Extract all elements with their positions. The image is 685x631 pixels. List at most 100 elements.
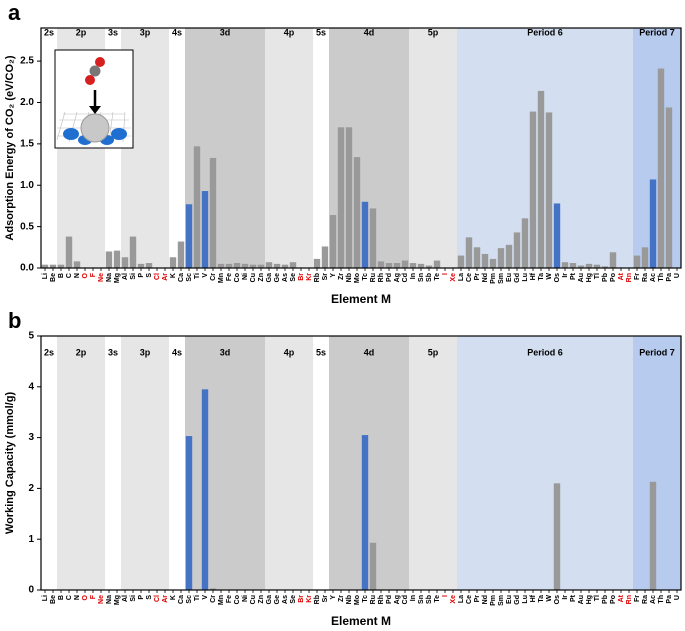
x-tick-label: Ca bbox=[178, 273, 185, 282]
bar bbox=[401, 260, 409, 268]
y-tick-label: 4 bbox=[28, 381, 34, 392]
bar bbox=[137, 263, 145, 268]
x-tick-label: Cr bbox=[210, 595, 217, 603]
x-tick-label: Se bbox=[290, 595, 297, 604]
bar bbox=[241, 263, 249, 268]
region-band bbox=[57, 336, 105, 590]
bar bbox=[465, 237, 473, 268]
x-tick-label: Nd bbox=[482, 273, 489, 282]
x-tick-label: Pd bbox=[386, 595, 393, 604]
main: 2s 2p 3s 3p 4s 3d 4p 5s 4d 5p Period 6 Period 7 0.0 0… bbox=[4, 0, 682, 628]
x-tick-label: Mg bbox=[114, 273, 121, 283]
x-tick-label: Pm bbox=[490, 273, 497, 284]
x-tick-label: Kr bbox=[306, 273, 313, 281]
x-tick-label: Fe bbox=[226, 595, 233, 603]
bar bbox=[409, 263, 417, 268]
x-tick-label: Ga bbox=[266, 273, 273, 282]
region-label: 5s bbox=[316, 27, 326, 37]
x-tick-label: Po bbox=[610, 595, 617, 604]
bar bbox=[641, 247, 649, 268]
x-tick-label: Eu bbox=[506, 595, 513, 604]
bar bbox=[337, 127, 345, 268]
bar bbox=[257, 264, 265, 268]
x-tick-label: Ag bbox=[394, 595, 401, 604]
x-tick-label: Ar bbox=[162, 273, 169, 281]
region-label: 4d bbox=[364, 347, 375, 357]
bar bbox=[105, 251, 113, 268]
x-tick-label: Be bbox=[50, 595, 57, 604]
bar bbox=[225, 263, 233, 268]
x-tick-label: Ge bbox=[274, 273, 281, 282]
region-label: 3d bbox=[220, 347, 231, 357]
n-atom bbox=[63, 128, 79, 140]
x-tick-label: N bbox=[74, 595, 81, 600]
x-tick-label: Li bbox=[42, 273, 49, 279]
bar bbox=[425, 265, 433, 268]
x-tick-label: Zn bbox=[258, 595, 265, 604]
bar bbox=[217, 263, 225, 268]
bar bbox=[273, 263, 281, 268]
bar bbox=[201, 389, 209, 590]
bar bbox=[41, 264, 49, 268]
bar bbox=[289, 262, 297, 268]
x-tick-label: Lu bbox=[522, 595, 529, 604]
x-tick-label: Ga bbox=[266, 595, 273, 604]
n-atom bbox=[111, 128, 127, 140]
y-axis-label: Adsorption Energy of CO₂ (eV/CO₂) bbox=[4, 55, 16, 241]
x-tick-label: I bbox=[442, 273, 449, 275]
bar bbox=[569, 263, 577, 268]
region-label: 3d bbox=[220, 27, 231, 37]
x-tick-label: Th bbox=[658, 273, 665, 282]
bar bbox=[609, 252, 617, 268]
x-tick-label: Pa bbox=[666, 595, 673, 604]
y-tick-label: 0 bbox=[28, 585, 34, 596]
x-tick-label: K bbox=[170, 273, 177, 278]
x-tick-label: Na bbox=[106, 595, 113, 604]
y-axis-label: Working Capacity (mmol/g) bbox=[4, 392, 16, 535]
bar bbox=[73, 261, 81, 268]
x-tick-label: Co bbox=[234, 595, 241, 604]
x-tick-label: Na bbox=[106, 273, 113, 282]
region-label: 5p bbox=[428, 27, 439, 37]
x-tick-label: Kr bbox=[306, 595, 313, 603]
bar bbox=[121, 257, 129, 268]
x-tick-label: Sm bbox=[498, 595, 505, 606]
region-band bbox=[633, 28, 681, 268]
x-tick-label: Sc bbox=[186, 273, 193, 282]
x-tick-label: Se bbox=[290, 273, 297, 282]
bar bbox=[497, 248, 505, 268]
x-tick-label: Pd bbox=[386, 273, 393, 282]
plot-frame bbox=[40, 335, 682, 591]
x-tick-label: Zr bbox=[338, 273, 345, 280]
region-band bbox=[329, 336, 409, 590]
bar bbox=[385, 263, 393, 268]
x-tick-label: W bbox=[546, 595, 553, 602]
x-tick-label: Po bbox=[610, 273, 617, 282]
region-band bbox=[105, 336, 121, 590]
x-tick-label: At bbox=[618, 272, 625, 280]
x-tick-label: Rn bbox=[626, 595, 633, 604]
bar bbox=[193, 146, 201, 268]
x-tick-label: Br bbox=[298, 595, 305, 603]
x-tick-label: Rh bbox=[378, 595, 385, 604]
x-tick-label: Rb bbox=[314, 273, 321, 282]
x-tick-label: Sr bbox=[322, 595, 329, 603]
x-tick-label: Ru bbox=[370, 273, 377, 282]
o-atom bbox=[85, 75, 95, 85]
region-band bbox=[409, 28, 457, 268]
bar bbox=[361, 435, 369, 590]
region-label: 3s bbox=[108, 27, 118, 37]
x-tick-label: C bbox=[66, 273, 73, 278]
x-tick-label: Nb bbox=[346, 273, 353, 282]
y-tick-label: 1 bbox=[28, 534, 34, 545]
x-tick-label: Pt bbox=[570, 272, 577, 280]
panel-label: b bbox=[8, 308, 21, 333]
bar bbox=[545, 112, 553, 269]
x-tick-label: Ac bbox=[650, 595, 657, 604]
bar bbox=[113, 250, 121, 268]
bar bbox=[361, 201, 369, 268]
x-tick-label: Hg bbox=[586, 595, 593, 604]
x-tick-label: Ir bbox=[562, 595, 569, 600]
panel-label: a bbox=[8, 0, 21, 25]
x-tick-label: Sn bbox=[418, 273, 425, 282]
